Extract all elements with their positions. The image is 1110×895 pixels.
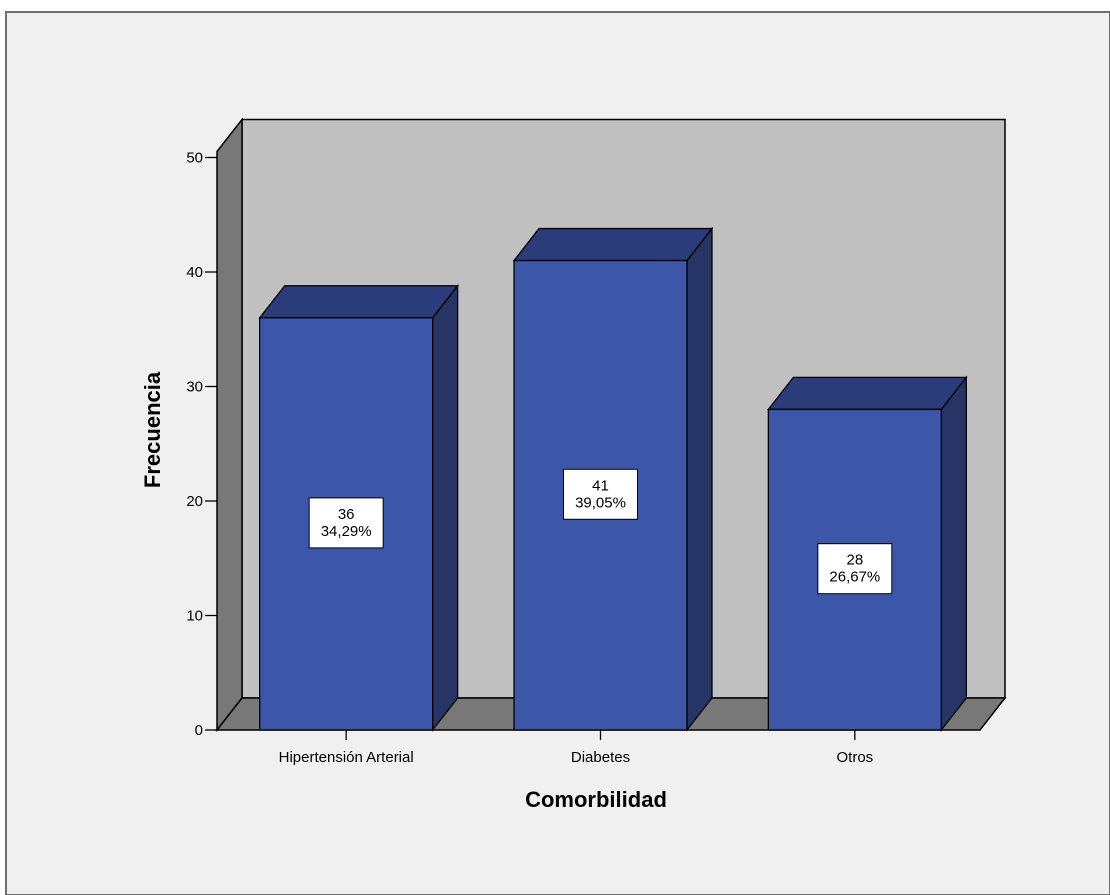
data-label-count: 41 — [592, 477, 609, 494]
data-label-box — [817, 543, 893, 595]
side-wall — [216, 117, 243, 733]
data-label-count: 28 — [846, 552, 863, 569]
x-axis: Hipertensión Arterial Diabetes Otros — [279, 730, 873, 766]
y-tick-label: 20 — [186, 493, 203, 510]
y-tick-label: 50 — [186, 150, 203, 167]
x-tick-label: Diabetes — [571, 749, 630, 766]
data-label-percent: 26,67% — [829, 569, 880, 586]
bar-side — [431, 283, 459, 732]
data-label-box — [308, 497, 384, 549]
y-tick-label: 30 — [186, 379, 203, 396]
bar-top — [512, 227, 714, 262]
data-label-percent: 39,05% — [575, 494, 626, 511]
y-tick-label: 10 — [186, 608, 203, 625]
x-tick-label: Otros — [836, 749, 873, 766]
bar-side — [940, 375, 967, 732]
y-tick-label: 0 — [195, 722, 203, 739]
data-label-count: 36 — [338, 506, 355, 523]
data-label-box — [563, 468, 638, 520]
y-axis: 0 10 20 30 40 50 — [186, 150, 217, 739]
x-axis-title: Comorbilidad — [525, 787, 667, 812]
data-label-percent: 34,29% — [321, 523, 372, 540]
y-tick-label: 40 — [186, 264, 203, 281]
bar-side — [686, 226, 713, 732]
bar-top — [767, 376, 968, 411]
x-tick-label: Hipertensión Arterial — [279, 749, 414, 766]
y-axis-title: Frecuencia — [140, 371, 165, 488]
bar-top — [258, 285, 459, 319]
